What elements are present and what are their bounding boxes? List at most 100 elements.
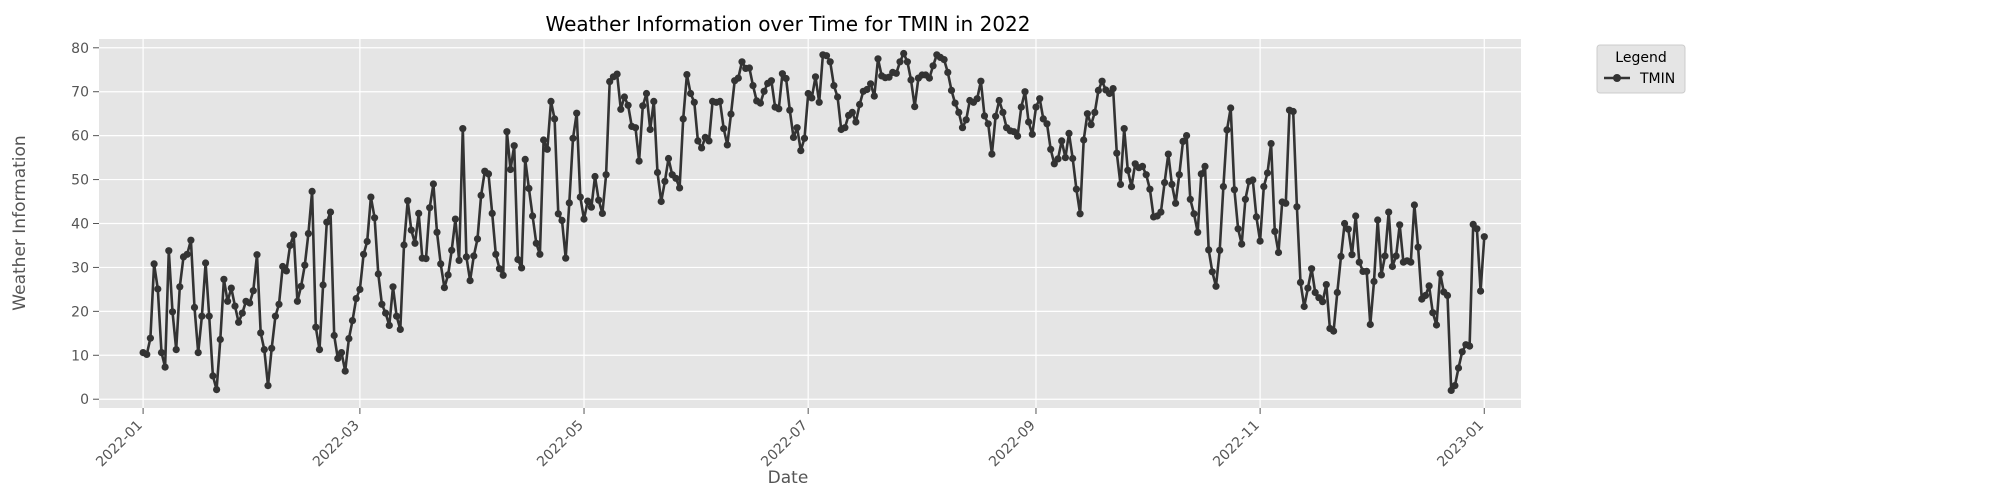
data-point-tmin bbox=[554, 210, 562, 218]
data-point-tmin bbox=[738, 58, 746, 66]
data-point-tmin bbox=[1319, 298, 1327, 306]
data-point-tmin bbox=[1238, 240, 1246, 248]
data-point-tmin bbox=[1183, 132, 1191, 140]
data-point-tmin bbox=[1175, 171, 1183, 179]
data-point-tmin bbox=[484, 170, 493, 178]
data-point-tmin bbox=[205, 312, 213, 320]
data-point-tmin bbox=[576, 193, 584, 201]
data-point-tmin bbox=[1271, 227, 1279, 235]
data-point-tmin bbox=[1109, 85, 1117, 93]
data-point-tmin bbox=[1274, 248, 1283, 257]
data-point-tmin bbox=[698, 144, 706, 152]
data-point-tmin bbox=[639, 102, 647, 110]
data-point-tmin bbox=[620, 93, 629, 101]
data-point-tmin bbox=[973, 95, 981, 103]
data-point-tmin bbox=[815, 98, 823, 106]
y-axis-label: Weather Information bbox=[10, 135, 30, 310]
chart-title: Weather Information over Time for TMIN i… bbox=[546, 12, 1031, 36]
data-point-tmin bbox=[720, 125, 728, 133]
data-point-tmin bbox=[253, 251, 261, 259]
data-point-tmin bbox=[521, 155, 529, 163]
data-point-tmin bbox=[470, 252, 478, 260]
data-point-tmin bbox=[499, 271, 507, 279]
data-point-tmin bbox=[870, 92, 878, 100]
y-axis: 0 10 20 30 40 50 60 70 80 bbox=[71, 41, 99, 408]
y-tick-label: 80 bbox=[71, 41, 89, 57]
data-point-tmin bbox=[525, 184, 533, 192]
x-tick-label: 2022-09 bbox=[986, 418, 1039, 471]
data-point-tmin bbox=[415, 209, 423, 217]
data-point-tmin bbox=[631, 124, 640, 132]
data-point-tmin bbox=[286, 241, 294, 250]
data-point-tmin bbox=[727, 110, 735, 118]
data-point-tmin bbox=[297, 282, 305, 290]
data-point-tmin bbox=[326, 208, 335, 216]
data-point-tmin bbox=[1028, 130, 1036, 138]
data-point-tmin bbox=[1050, 160, 1058, 168]
data-point-tmin bbox=[565, 199, 573, 207]
data-point-tmin bbox=[1330, 327, 1338, 335]
data-point-tmin bbox=[143, 350, 151, 358]
data-point-tmin bbox=[161, 363, 169, 371]
data-point-tmin bbox=[165, 247, 173, 255]
data-point-tmin bbox=[477, 191, 485, 199]
x-tick-label: 2022-01 bbox=[93, 418, 146, 471]
data-point-tmin bbox=[1127, 183, 1136, 191]
data-point-tmin bbox=[808, 94, 816, 102]
data-point-tmin bbox=[330, 331, 338, 340]
data-point-tmin bbox=[334, 354, 342, 362]
data-point-tmin bbox=[1186, 195, 1194, 203]
data-point-tmin bbox=[462, 253, 470, 261]
data-point-tmin bbox=[315, 346, 324, 354]
y-tick-label: 20 bbox=[71, 304, 89, 320]
data-point-tmin bbox=[896, 58, 904, 66]
data-point-tmin bbox=[1021, 88, 1029, 96]
data-point-tmin bbox=[1252, 213, 1260, 221]
data-point-tmin bbox=[944, 68, 952, 76]
data-point-tmin bbox=[1322, 281, 1330, 289]
data-point-tmin bbox=[224, 297, 232, 305]
data-point-tmin bbox=[1146, 185, 1154, 193]
data-point-tmin bbox=[892, 69, 900, 77]
data-point-tmin bbox=[348, 317, 357, 325]
data-point-tmin bbox=[1094, 86, 1102, 94]
data-point-tmin bbox=[749, 82, 757, 90]
data-point-tmin bbox=[172, 346, 180, 354]
data-point-tmin bbox=[389, 283, 397, 291]
data-point-tmin bbox=[1370, 277, 1378, 286]
data-point-tmin bbox=[1241, 195, 1249, 203]
data-point-tmin bbox=[1388, 262, 1396, 271]
data-point-tmin bbox=[694, 137, 702, 145]
data-point-tmin bbox=[466, 277, 474, 285]
data-point-tmin bbox=[1157, 208, 1165, 216]
data-point-tmin bbox=[1366, 320, 1374, 329]
data-point-tmin bbox=[598, 209, 607, 217]
y-tick-label: 10 bbox=[71, 348, 89, 364]
data-point-tmin bbox=[653, 168, 662, 177]
data-point-tmin bbox=[1407, 258, 1415, 266]
data-point-tmin bbox=[510, 142, 518, 150]
x-tick-label: 2022-05 bbox=[534, 418, 587, 471]
data-point-tmin bbox=[826, 58, 834, 66]
data-point-tmin bbox=[1087, 121, 1095, 129]
data-point-tmin bbox=[903, 58, 912, 66]
data-point-tmin bbox=[488, 209, 496, 217]
data-point-tmin bbox=[834, 93, 842, 101]
data-point-tmin bbox=[690, 98, 698, 106]
data-point-tmin bbox=[271, 312, 279, 320]
data-point-tmin bbox=[1377, 271, 1385, 279]
data-point-tmin bbox=[745, 64, 754, 72]
data-point-tmin bbox=[275, 300, 283, 308]
data-point-tmin bbox=[198, 312, 206, 320]
data-point-tmin bbox=[587, 203, 596, 211]
data-point-tmin bbox=[360, 250, 368, 258]
data-point-tmin bbox=[1344, 225, 1352, 233]
data-point-tmin bbox=[848, 108, 856, 116]
data-point-tmin bbox=[1230, 186, 1238, 194]
data-point-tmin bbox=[723, 141, 731, 149]
data-point-tmin bbox=[444, 271, 452, 279]
data-point-tmin bbox=[1212, 282, 1220, 290]
data-point-tmin bbox=[1458, 348, 1466, 356]
data-point-tmin bbox=[1216, 246, 1224, 254]
legend-entry-label: TMIN bbox=[1639, 71, 1675, 87]
